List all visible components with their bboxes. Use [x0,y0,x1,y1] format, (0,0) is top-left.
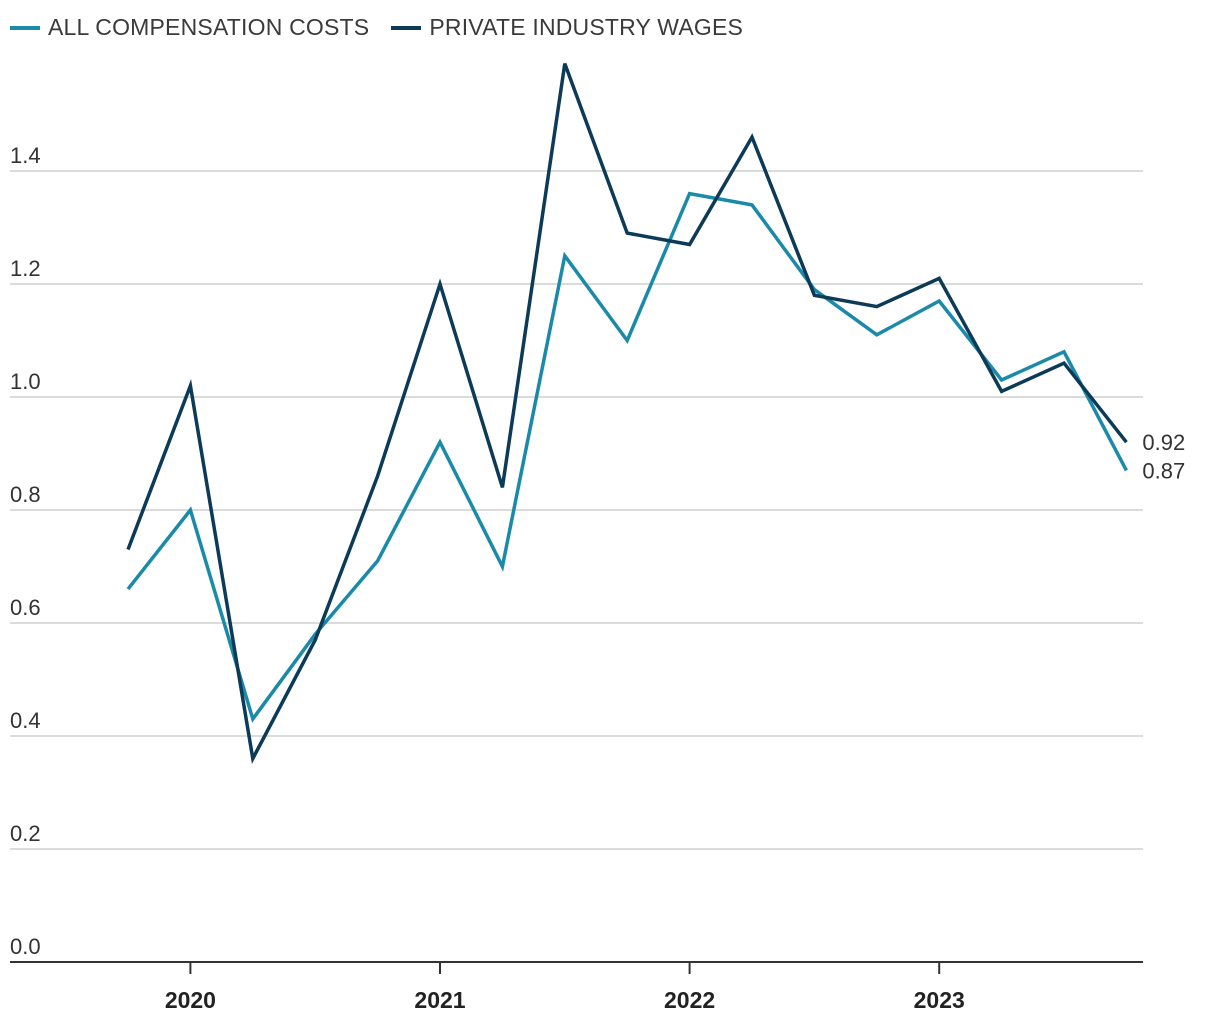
end-label-series-1: 0.92 [1142,430,1185,455]
x-tick-label-2022: 2022 [664,987,715,1013]
end-labels: 0.87 0.92 [1142,430,1185,483]
x-tick-label-2021: 2021 [414,987,465,1013]
y-tick-label-1.4: 1.4 [10,143,41,168]
series-line-0 [126,191,1128,723]
y-tick-label-1.0: 1.0 [10,369,41,394]
legend-swatch-all-compensation [10,25,40,30]
y-tick-label-1.2: 1.2 [10,256,41,281]
legend-item-private-wages[interactable]: PRIVATE INDUSTRY WAGES [391,14,743,41]
x-tick-label-2023: 2023 [914,987,965,1013]
y-tick-label-0.0: 0.0 [10,934,41,959]
y-axis: 0.0 0.2 0.4 0.6 0.8 1.0 1.2 1.4 [10,143,41,959]
legend: ALL COMPENSATION COSTS PRIVATE INDUSTRY … [10,14,765,41]
gridlines [10,170,1143,850]
end-label-series-0: 0.87 [1142,458,1185,483]
legend-label-all-compensation: ALL COMPENSATION COSTS [48,14,370,40]
legend-swatch-private-wages [391,25,422,30]
x-tick-label-2020: 2020 [165,987,216,1013]
legend-item-all-compensation[interactable]: ALL COMPENSATION COSTS [10,14,369,41]
y-tick-label-0.2: 0.2 [10,821,41,846]
y-tick-label-0.6: 0.6 [10,595,41,620]
series-lines [126,62,1128,765]
legend-label-private-wages: PRIVATE INDUSTRY WAGES [429,14,744,40]
x-axis: 2020 2021 2022 2023 [10,961,1143,1013]
series-line-1 [126,62,1128,765]
y-tick-label-0.8: 0.8 [10,482,41,507]
y-tick-label-0.4: 0.4 [10,708,41,733]
